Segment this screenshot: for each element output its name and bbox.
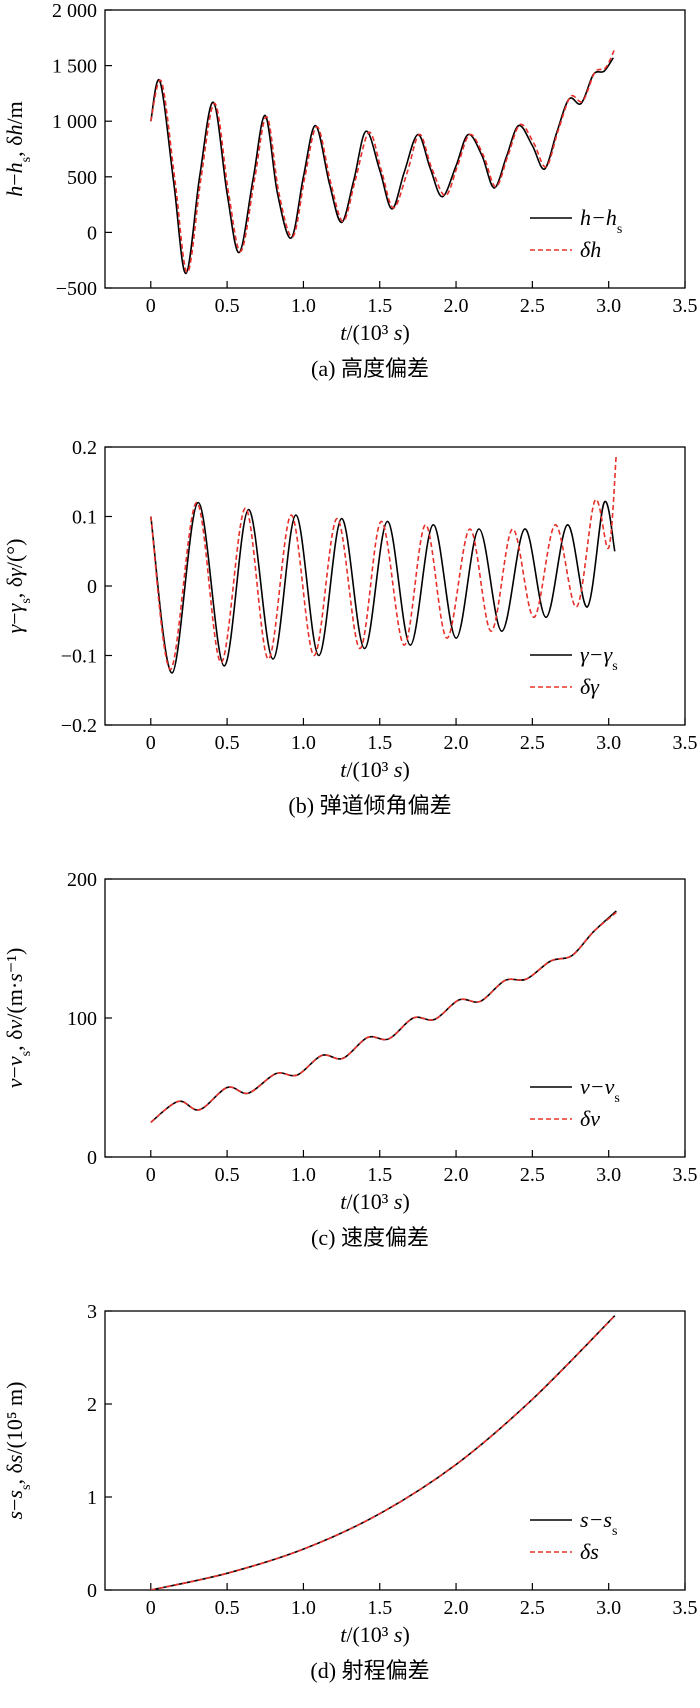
y-tick-label: 0	[87, 1147, 97, 1169]
y-tick-label: −500	[56, 278, 97, 300]
series-line-deviation	[150, 500, 616, 674]
series-line-delta	[150, 48, 616, 274]
series-line-delta	[150, 911, 617, 1123]
y-tick-label: 0	[87, 576, 97, 598]
x-tick-label: 2.0	[444, 1164, 469, 1186]
legend-label: s−ss	[580, 1507, 617, 1539]
x-axis-label: t/(10³ s)	[340, 1622, 410, 1647]
x-tick-label: 2.5	[520, 295, 545, 317]
y-axis-label: v−vs, δv/(m·s⁻¹)	[2, 948, 34, 1089]
x-tick-label: 3.0	[596, 1164, 621, 1186]
plot-frame	[104, 9, 686, 289]
x-tick-label: 1.0	[291, 1164, 316, 1186]
x-tick-label: 0	[146, 732, 156, 754]
series-line-delta	[150, 453, 618, 671]
legend-label: γ−γs	[580, 642, 618, 674]
y-tick-label: 1	[87, 1487, 97, 1509]
series-line-deviation	[150, 1315, 616, 1590]
x-tick-label: 3.0	[596, 732, 621, 754]
x-tick-label: 2.5	[520, 732, 545, 754]
y-tick-label: 100	[67, 1008, 97, 1030]
y-tick-label: 1 500	[52, 56, 97, 78]
y-tick-label: 3	[87, 1301, 97, 1323]
panel-caption: (a) 高度偏差	[311, 356, 429, 381]
x-axis-label: t/(10³ s)	[340, 757, 410, 782]
x-tick-label: 3.0	[596, 295, 621, 317]
y-tick-label: 0.1	[72, 507, 97, 529]
y-tick-label: −0.2	[61, 715, 97, 737]
x-tick-label: 3.5	[673, 295, 698, 317]
legend-label: δγ	[580, 674, 600, 699]
x-tick-label: 0	[146, 1597, 156, 1619]
x-tick-label: 1.0	[291, 295, 316, 317]
panel-caption: (c) 速度偏差	[311, 1225, 429, 1250]
x-tick-label: 2.5	[520, 1164, 545, 1186]
x-tick-label: 3.5	[673, 1597, 698, 1619]
y-tick-label: 0	[87, 1580, 97, 1602]
x-tick-label: 2.5	[520, 1597, 545, 1619]
legend-label: h−hs	[580, 205, 622, 237]
x-tick-label: 1.5	[367, 1164, 392, 1186]
y-axis-label: s−ss, δs/(10⁵ m)	[2, 1381, 34, 1519]
x-tick-label: 1.5	[367, 732, 392, 754]
plot-frame	[104, 1310, 686, 1591]
panel-caption: (d) 射程偏差	[310, 1658, 429, 1683]
x-tick-label: 1.5	[367, 295, 392, 317]
x-tick-label: 0.5	[215, 1597, 240, 1619]
x-tick-label: 2.0	[444, 295, 469, 317]
y-tick-label: 200	[67, 869, 97, 891]
x-tick-label: 0.5	[215, 732, 240, 754]
series-line-deviation	[150, 57, 614, 275]
y-tick-label: −0.1	[61, 646, 97, 668]
y-axis-label: h−hs, δh/m	[2, 101, 34, 197]
chart-panel-2: 0 0.5 1.0 1.5 2.0 2.5 3.0 3.5 −0.2 −0.1 0 0.1 0.2 γ−γ…	[2, 437, 698, 818]
x-tick-label: 2.0	[444, 732, 469, 754]
chart-panel-1: 0 0.5 1.0 1.5 2.0 2.5 3.0 3.5 −500 0 500 1 000 1 500…	[2, 0, 698, 381]
y-tick-label: 2 000	[52, 0, 97, 22]
x-tick-label: 3.5	[673, 732, 698, 754]
x-tick-label: 1.5	[367, 1597, 392, 1619]
x-tick-label: 2.0	[444, 1597, 469, 1619]
y-tick-label: 0	[87, 222, 97, 244]
x-tick-label: 1.0	[291, 732, 316, 754]
y-tick-label: 0.2	[72, 437, 97, 459]
x-axis-label: t/(10³ s)	[340, 320, 410, 345]
y-axis-label: γ−γs, δγ/(°)	[2, 539, 34, 634]
y-tick-label: 500	[67, 167, 97, 189]
y-tick-label: 2	[87, 1394, 97, 1416]
x-tick-label: 0	[146, 295, 156, 317]
panel-caption: (b) 弹道倾角偏差	[288, 793, 451, 818]
x-tick-label: 0.5	[215, 1164, 240, 1186]
x-tick-label: 1.0	[291, 1597, 316, 1619]
x-tick-label: 0.5	[215, 295, 240, 317]
y-tick-label: 1 000	[52, 111, 97, 133]
legend-label: v−vs	[580, 1074, 620, 1106]
x-axis-label: t/(10³ s)	[340, 1189, 410, 1214]
legend-label: δs	[580, 1539, 599, 1564]
series-line-deviation	[150, 910, 617, 1123]
legend-label: δh	[580, 237, 601, 262]
series-line-delta	[150, 1315, 616, 1590]
legend-label: δv	[580, 1106, 600, 1131]
x-tick-label: 0	[146, 1164, 156, 1186]
x-tick-label: 3.5	[673, 1164, 698, 1186]
x-tick-label: 3.0	[596, 1597, 621, 1619]
